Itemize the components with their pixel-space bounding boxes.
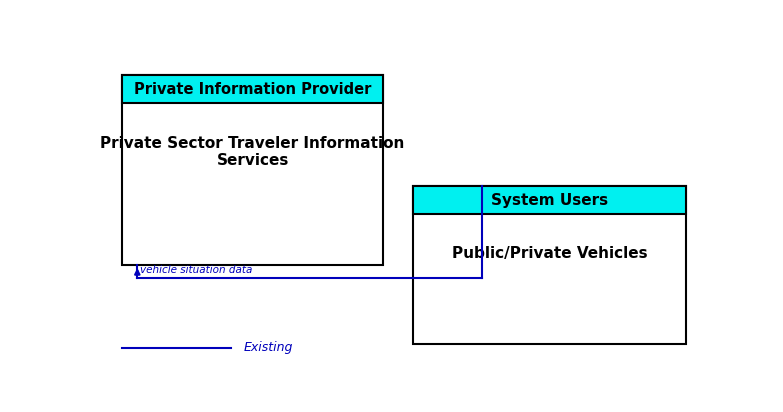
Bar xyxy=(122,75,383,265)
Bar xyxy=(413,186,687,344)
Text: System Users: System Users xyxy=(492,193,608,208)
Text: Existing: Existing xyxy=(244,341,293,354)
Bar xyxy=(122,75,383,103)
Bar xyxy=(413,186,687,214)
Text: vehicle situation data: vehicle situation data xyxy=(140,265,253,275)
Text: Private Information Provider: Private Information Provider xyxy=(134,82,371,96)
Text: Public/Private Vehicles: Public/Private Vehicles xyxy=(452,246,648,261)
Text: Private Sector Traveler Information
Services: Private Sector Traveler Information Serv… xyxy=(100,136,405,168)
